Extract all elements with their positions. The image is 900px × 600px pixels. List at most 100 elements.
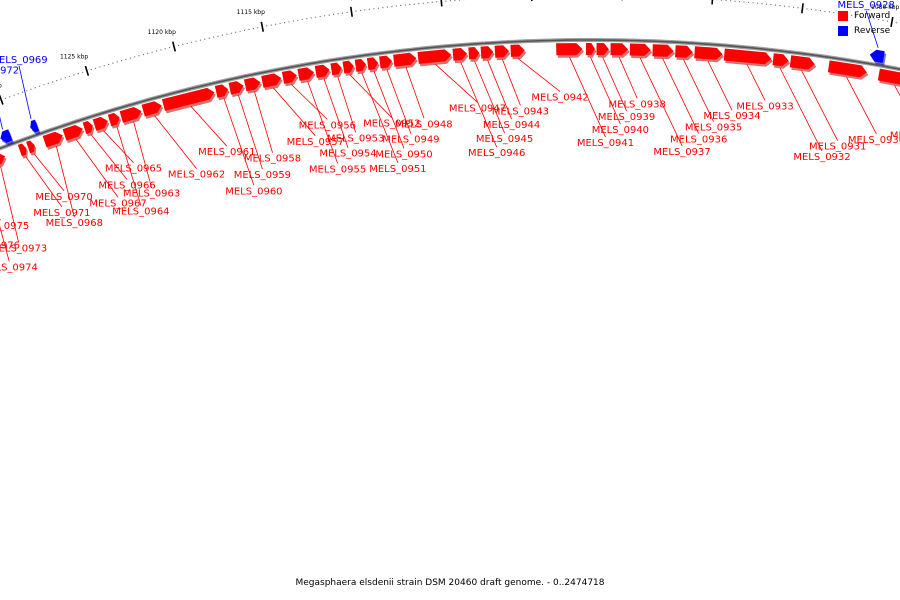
gene-leader-line (602, 56, 627, 112)
scale-tick-label: 1110 kbp (327, 0, 355, 1)
scale-dot (729, 0, 732, 2)
gene-arrow-MELS_0943 (494, 45, 509, 58)
scale-dot (26, 90, 28, 92)
scale-dot (108, 63, 110, 65)
scale-dot (301, 18, 303, 20)
scale-tick (172, 41, 177, 52)
gene-leader-line (349, 74, 393, 118)
gene-arrow-MELS_0948 (393, 52, 417, 67)
gene-arrow-MELS_0939 (596, 43, 609, 56)
scale-dot (855, 15, 857, 17)
scale-dot (720, 0, 723, 1)
scale-dot (116, 61, 118, 63)
scale-dot (56, 79, 58, 82)
gene-leader-line (116, 126, 142, 206)
scale-dot (359, 9, 361, 12)
gene-label-MELS_0942: MELS_0942 (531, 93, 588, 104)
scale-dot (306, 18, 308, 20)
gene-label-MELS_0948: MELS_0948 (395, 119, 452, 130)
scale-dot (409, 3, 411, 6)
scale-dot (155, 50, 158, 52)
scale-dot (204, 38, 206, 40)
scale-dot (833, 11, 835, 14)
scale-tick-label: 1080 kbp (871, 4, 899, 11)
gene-arrow-MELS_0951 (354, 58, 366, 72)
scale-dot (864, 16, 866, 18)
gene-arrow-MELS_0941 (556, 43, 583, 56)
scale-dot (747, 1, 750, 3)
scale-dot (382, 7, 384, 9)
scale-dot (142, 53, 144, 56)
gene-label-MELS_0956: MELS_0956 (299, 120, 356, 131)
gene-label-MELS_0929: MELS_0929 (890, 131, 900, 142)
gene-leader-line (103, 130, 134, 163)
gene-arrow-MELS_0959 (228, 81, 244, 95)
gene-label-MELS_0962: MELS_0962 (168, 170, 225, 181)
gene-label-MELS_0945: MELS_0945 (476, 134, 533, 145)
legend-forward-label: Forward (854, 10, 891, 21)
scale-dot (436, 1, 438, 3)
scale-dot (377, 7, 379, 9)
gene-arrow-MELS_0957 (261, 73, 282, 88)
scale-dot (449, 0, 451, 2)
gene-arrow-MELS_0931 (789, 55, 815, 70)
gene-leader-line (55, 146, 75, 218)
scale-dot (99, 66, 101, 68)
gene-label-MELS_0963: MELS_0963 (123, 189, 180, 200)
gene-label-MELS_0933: MELS_0933 (736, 102, 793, 113)
gene-label-MELS_0960: MELS_0960 (225, 186, 282, 197)
gene-label-MELS_0932: MELS_0932 (793, 152, 850, 163)
scale-tick (260, 21, 265, 32)
gene-leader-line (662, 58, 700, 134)
scale-dot (765, 3, 768, 5)
scale-dot (283, 22, 286, 24)
scale-dot (788, 6, 790, 8)
gene-leader-line (373, 71, 405, 149)
scale-dot (112, 62, 114, 64)
scale-dot (873, 18, 875, 20)
scale-dot (882, 19, 884, 21)
gene-leader-line (517, 58, 561, 92)
gene-leader-line (0, 218, 1, 221)
scale-dot (275, 23, 277, 25)
gene-leader-line (75, 139, 119, 198)
gene-arrow-MELS_0932 (772, 53, 789, 67)
scale-dot (395, 5, 397, 7)
scale-dot (310, 17, 312, 19)
scale-tick (801, 3, 804, 14)
scale-dot (355, 10, 357, 12)
scale-dot (315, 16, 317, 18)
gene-label-MELS_0964: MELS_0964 (112, 207, 169, 218)
scale-dot (17, 93, 19, 95)
scale-dot (770, 4, 772, 6)
gene-leader-line (18, 65, 32, 119)
scale-tick-label: 1120 kbp (148, 29, 176, 36)
gene-leader-line (639, 57, 683, 146)
gene-leader-line (337, 76, 357, 133)
gene-arrow-MELS_0963 (119, 107, 142, 123)
scale-dot (458, 0, 460, 1)
gene-label-MELS_0934: MELS_0934 (703, 111, 760, 122)
gene-label-MELS_0935: MELS_0935 (685, 123, 742, 134)
scale-dot (95, 67, 97, 69)
scale-dot (199, 39, 201, 41)
gene-arrow-MELS_0967 (62, 125, 83, 141)
scale-dot (9, 96, 11, 98)
scale-dot (792, 6, 795, 8)
scale-dot (828, 11, 831, 13)
gene-label-MELS_0937: MELS_0937 (653, 147, 710, 158)
scale-dot (77, 73, 79, 75)
scale-dot (797, 7, 799, 9)
gene-leader-line (746, 64, 766, 101)
scale-dot (103, 65, 105, 67)
gene-label-MELS_0931: MELS_0931 (809, 142, 866, 153)
gene-arrow-MELS_0944 (480, 46, 494, 59)
scale-dot (13, 94, 15, 96)
legend-forward: Forward (838, 8, 890, 23)
scale-dot (69, 75, 71, 77)
scale-dot (147, 52, 149, 55)
gene-leader-line (590, 56, 621, 125)
gene-leader-line (569, 56, 606, 138)
gene-label-MELS_0950: MELS_0950 (375, 149, 432, 160)
gene-leader-line (865, 10, 879, 49)
